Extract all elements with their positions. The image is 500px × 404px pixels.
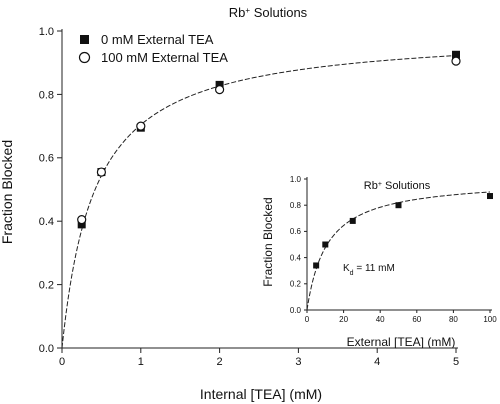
main-fit-curve xyxy=(61,55,457,349)
x-tick-label: 1 xyxy=(138,356,144,368)
inset-title: Rb+ Solutions xyxy=(364,180,431,192)
data-point-circle xyxy=(451,56,461,66)
y-tick-label: 1.0 xyxy=(39,26,54,38)
legend-circle-marker xyxy=(78,51,91,64)
data-point-circle xyxy=(215,85,225,95)
x-tick-label: 4 xyxy=(374,356,380,368)
legend-label: 100 mM External TEA xyxy=(101,50,228,65)
inset-data-points xyxy=(313,193,493,269)
inset-x-axis-title: External [TEA] (mM) xyxy=(347,335,456,349)
y-tick-label: 1.0 xyxy=(290,175,302,184)
x-tick-label: 0 xyxy=(59,356,65,368)
y-tick-label: 0.6 xyxy=(39,153,54,165)
y-axis-title: Fraction Blocked xyxy=(0,140,15,244)
x-tick-label: 20 xyxy=(339,315,348,324)
data-point-square xyxy=(487,193,493,200)
x-tick-label: 0 xyxy=(305,315,310,324)
data-point-square xyxy=(452,50,460,59)
data-point-square xyxy=(215,80,224,89)
legend-square-marker xyxy=(80,35,89,44)
y-tick-label: 0.4 xyxy=(39,216,54,228)
legend: 0 mM External TEA 100 mM External TEA xyxy=(78,32,228,65)
data-point-circle xyxy=(77,215,87,225)
data-point-square xyxy=(322,241,329,248)
data-point-square xyxy=(313,262,320,269)
data-point-square xyxy=(395,202,402,209)
data-point-square xyxy=(349,217,356,224)
x-axis-title: Internal [TEA] (mM) xyxy=(200,386,322,402)
fit-curve xyxy=(306,191,491,311)
y-tick-label: 0.2 xyxy=(39,279,54,291)
data-point-circle xyxy=(136,121,146,131)
inset-y-axis-title: Fraction Blocked xyxy=(261,197,275,286)
inset-fit-curve xyxy=(306,191,491,311)
x-tick-label: 80 xyxy=(449,315,458,324)
y-tick-label: 0.4 xyxy=(290,253,302,262)
y-tick-label: 0.8 xyxy=(39,89,54,101)
x-tick-label: 5 xyxy=(453,356,459,368)
x-tick-label: 3 xyxy=(295,356,301,368)
chart-title: Rb+ Solutions xyxy=(229,5,308,20)
main-data-points xyxy=(77,50,461,229)
y-tick-label: 0.6 xyxy=(290,227,302,236)
y-tick-label: 0.0 xyxy=(39,343,54,355)
data-point-square xyxy=(77,220,86,229)
y-tick-label: 0.8 xyxy=(290,201,302,210)
inset-kd-annotation: Kd = 11 mM xyxy=(343,263,395,277)
main-axes: 0 1 2 3 4 5 0.0 0.2 0.4 0.6 0.8 1.0 xyxy=(39,26,459,368)
x-tick-label: 60 xyxy=(412,315,421,324)
x-tick-label: 100 xyxy=(483,315,497,324)
legend-label: 0 mM External TEA xyxy=(101,32,214,47)
inset-axes: 0 20 40 60 80 100 0.0 0.2 0.4 0.6 0.8 1.0 xyxy=(290,175,497,324)
chart-title-text: Rb xyxy=(229,5,246,20)
y-tick-label: 0.0 xyxy=(290,306,302,315)
x-tick-label: 2 xyxy=(217,356,223,368)
data-point-circle xyxy=(96,167,107,177)
x-tick-label: 40 xyxy=(376,315,385,324)
fit-curve xyxy=(61,55,457,349)
y-tick-label: 0.2 xyxy=(290,280,302,289)
